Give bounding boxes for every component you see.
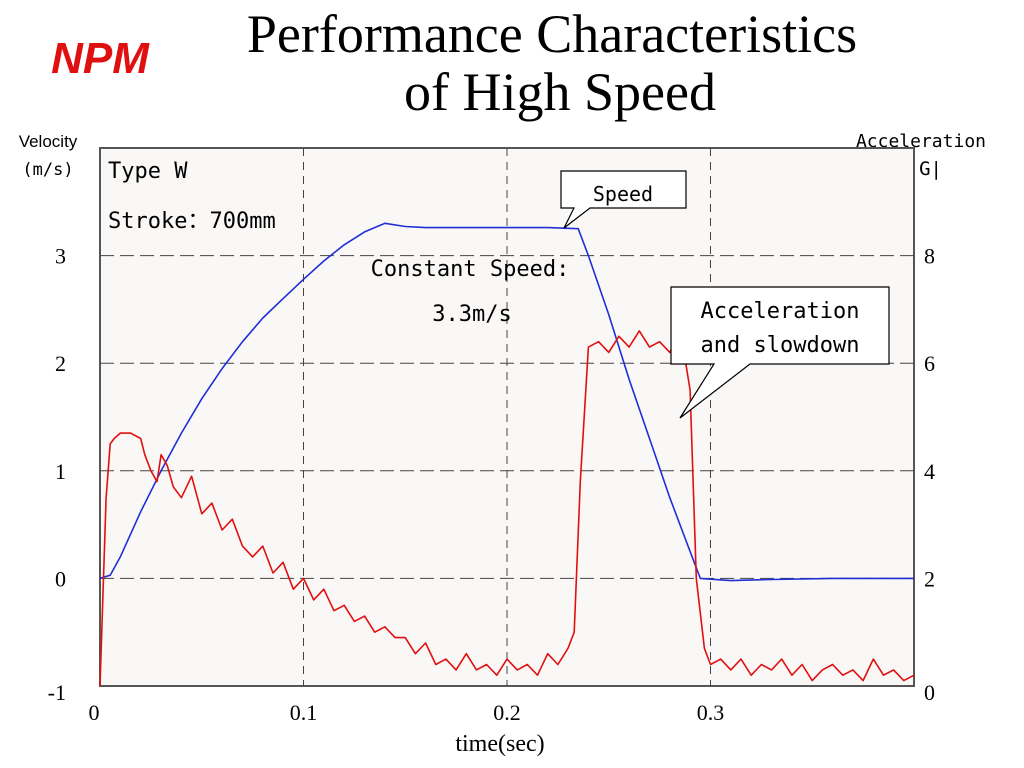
constant-speed-label-line1: Constant Speed: — [371, 257, 570, 282]
series-line-speed — [99, 222, 914, 582]
npm-logo: NPM — [51, 34, 150, 83]
y-right-tick-label: 6 — [924, 351, 935, 376]
y-left-tick-label: 1 — [55, 459, 66, 484]
x-tick-label: 0.2 — [493, 700, 521, 725]
y-right-tick-label: 2 — [924, 566, 935, 591]
chart-title-line1: Performance Characteristics — [247, 4, 857, 64]
accel-callout-box — [670, 286, 890, 419]
x-axis-title: time(sec) — [455, 731, 544, 757]
chart-title-line2: of High Speed — [404, 62, 716, 122]
y-right-axis-ticks: 0 2 4 6 8 — [924, 244, 935, 705]
y-left-axis-ticks: -1 0 1 2 3 — [48, 244, 66, 705]
y-left-tick-label: 2 — [55, 351, 66, 376]
y-left-tick-label: -1 — [48, 680, 66, 705]
x-tick-label: 0.3 — [697, 700, 725, 725]
y-left-axis-title-line2: (m/s) — [22, 160, 73, 180]
type-label: Type W — [108, 159, 188, 184]
y-right-axis-title-line2: |G| — [908, 158, 942, 180]
y-left-tick-label: 0 — [55, 566, 66, 591]
accel-callout-text-line2: and slowdown — [701, 333, 860, 358]
y-right-tick-label: 8 — [924, 244, 935, 269]
y-right-tick-label: 4 — [924, 459, 935, 484]
y-right-axis-title-line1: Acceleration — [856, 131, 986, 152]
y-left-tick-label: 3 — [55, 244, 66, 269]
speed-callout-text: Speed — [593, 182, 653, 206]
constant-speed-label-line2: 3.3m/s — [432, 302, 511, 327]
stroke-label: Stroke：700mm — [108, 209, 276, 234]
y-left-axis-title-line1: Velocity — [19, 132, 78, 151]
x-tick-label: 0.1 — [290, 700, 318, 725]
grid-lines — [100, 148, 914, 686]
series-group — [99, 222, 915, 687]
x-axis-ticks: 0 0.1 0.2 0.3 — [89, 700, 725, 725]
speed-callout-box — [560, 170, 687, 229]
y-right-tick-label: 0 — [924, 680, 935, 705]
series-line-acceleration — [99, 330, 915, 687]
accel-callout-text-line1: Acceleration — [701, 299, 860, 324]
x-tick-label: 0 — [89, 700, 100, 725]
